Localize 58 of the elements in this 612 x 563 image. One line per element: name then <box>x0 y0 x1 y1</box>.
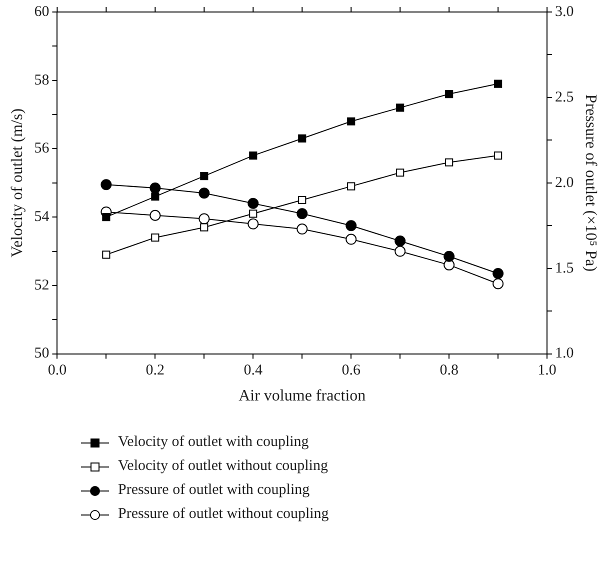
y-tick-label: 56 <box>34 140 50 157</box>
point <box>296 208 308 220</box>
x-tick-label: 0.0 <box>48 362 67 379</box>
point <box>298 134 306 142</box>
point <box>346 220 357 232</box>
y2-tick-label: 1.0 <box>555 346 574 362</box>
x-tick-label: 0.2 <box>146 362 165 379</box>
y2-tick-label: 2.5 <box>555 89 574 106</box>
x-tick-label: 0.4 <box>244 362 264 379</box>
point <box>298 196 306 204</box>
point <box>445 90 454 98</box>
point <box>198 213 210 224</box>
y2-tick-label: 2.0 <box>555 174 574 191</box>
point <box>492 268 504 279</box>
point <box>347 182 356 190</box>
y-axis-title: Velocity of outlet (m/s) <box>8 108 26 258</box>
point <box>494 152 502 160</box>
point <box>394 236 406 247</box>
point <box>151 192 160 201</box>
point <box>444 250 455 262</box>
point <box>396 168 404 177</box>
legend-label: Pressure of outlet with coupling <box>118 482 310 498</box>
point <box>494 80 502 88</box>
point <box>346 234 357 245</box>
y2-tick-label: 3.0 <box>555 4 574 20</box>
point <box>200 172 208 180</box>
y2-axis-title: Pressure of outlet (×10⁵ Pa) <box>582 94 600 272</box>
x-tick-label: 0.6 <box>342 362 361 379</box>
y-tick-label: 50 <box>34 346 50 362</box>
y2-tick-label: 1.5 <box>555 260 574 276</box>
point <box>102 213 110 222</box>
point <box>150 182 161 194</box>
point <box>100 179 112 190</box>
point <box>492 278 504 290</box>
x-axis-title: Air volume fraction <box>238 388 366 405</box>
point <box>396 104 404 112</box>
y-tick-label: 60 <box>34 4 50 20</box>
legend-label: Pressure of outlet without coupling <box>118 506 329 522</box>
point <box>151 234 160 242</box>
point <box>150 210 161 221</box>
y-tick-label: 52 <box>34 277 50 294</box>
point <box>445 158 454 166</box>
x-tick-label: 0.8 <box>440 362 458 379</box>
point <box>102 250 110 259</box>
point <box>347 117 356 126</box>
x-tick-label: 1.0 <box>538 362 556 379</box>
point <box>249 152 258 160</box>
legend-label: Velocity of outlet without coupling <box>118 458 328 474</box>
point <box>200 223 208 232</box>
point <box>248 198 259 209</box>
y-tick-label: 58 <box>34 72 50 88</box>
point <box>248 218 259 230</box>
point <box>394 246 406 257</box>
point <box>198 188 210 199</box>
legend-label: Velocity of outlet with coupling <box>118 434 309 450</box>
y-tick-label: 54 <box>34 209 50 226</box>
point <box>296 224 308 235</box>
point <box>249 210 258 218</box>
